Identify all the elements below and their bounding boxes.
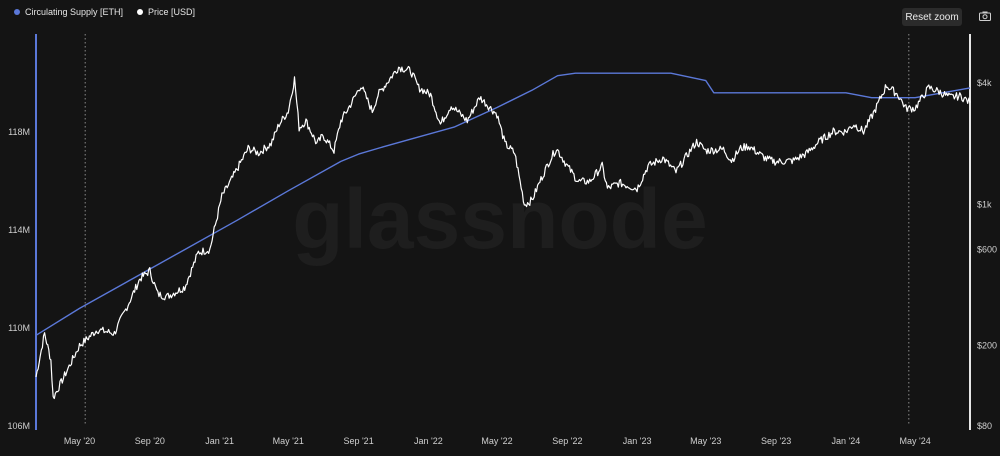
x-tick-label: Jan '22 bbox=[414, 436, 443, 446]
left-tick-label: 114M bbox=[8, 225, 30, 235]
x-tick-label: May '22 bbox=[481, 436, 512, 446]
legend-item-supply[interactable]: Circulating Supply [ETH] bbox=[14, 7, 123, 17]
camera-icon[interactable] bbox=[979, 11, 991, 21]
x-tick-label: May '23 bbox=[690, 436, 721, 446]
supply-series-dot bbox=[14, 9, 20, 15]
x-tick-label: May '24 bbox=[899, 436, 930, 446]
x-tick-label: Sep '22 bbox=[552, 436, 582, 446]
x-tick-label: Sep '20 bbox=[135, 436, 165, 446]
price-series-dot bbox=[137, 9, 144, 15]
legend-supply-label: Circulating Supply [ETH] bbox=[25, 7, 124, 17]
right-tick-label: $4k bbox=[977, 78, 992, 88]
x-tick-label: Jan '23 bbox=[623, 436, 652, 446]
left-tick-label: 118M bbox=[8, 127, 30, 137]
right-tick-label: $1k bbox=[977, 200, 992, 210]
x-tick-label: May '20 bbox=[64, 436, 95, 446]
watermark-text: glassnode bbox=[292, 172, 707, 266]
legend-price-label: Price [USD] bbox=[148, 7, 196, 17]
right-tick-label: $600 bbox=[977, 244, 997, 254]
left-tick-label: 106M bbox=[7, 421, 30, 431]
right-tick-label: $80 bbox=[977, 421, 992, 431]
x-tick-label: Sep '23 bbox=[761, 436, 791, 446]
legend-item-price[interactable]: Price [USD] bbox=[137, 7, 195, 17]
series-line-supply bbox=[35, 72, 971, 336]
right-tick-label: $200 bbox=[977, 341, 997, 351]
chart-legend: Circulating Supply [ETH] Price [USD] bbox=[14, 7, 195, 17]
x-tick-label: Jan '24 bbox=[832, 436, 861, 446]
x-tick-label: Sep '21 bbox=[343, 436, 373, 446]
left-tick-label: 110M bbox=[8, 323, 30, 333]
series-line-price bbox=[35, 65, 971, 400]
x-tick-label: May '21 bbox=[273, 436, 304, 446]
reset-zoom-button[interactable]: Reset zoom bbox=[902, 8, 962, 26]
x-tick-label: Jan '21 bbox=[205, 436, 234, 446]
